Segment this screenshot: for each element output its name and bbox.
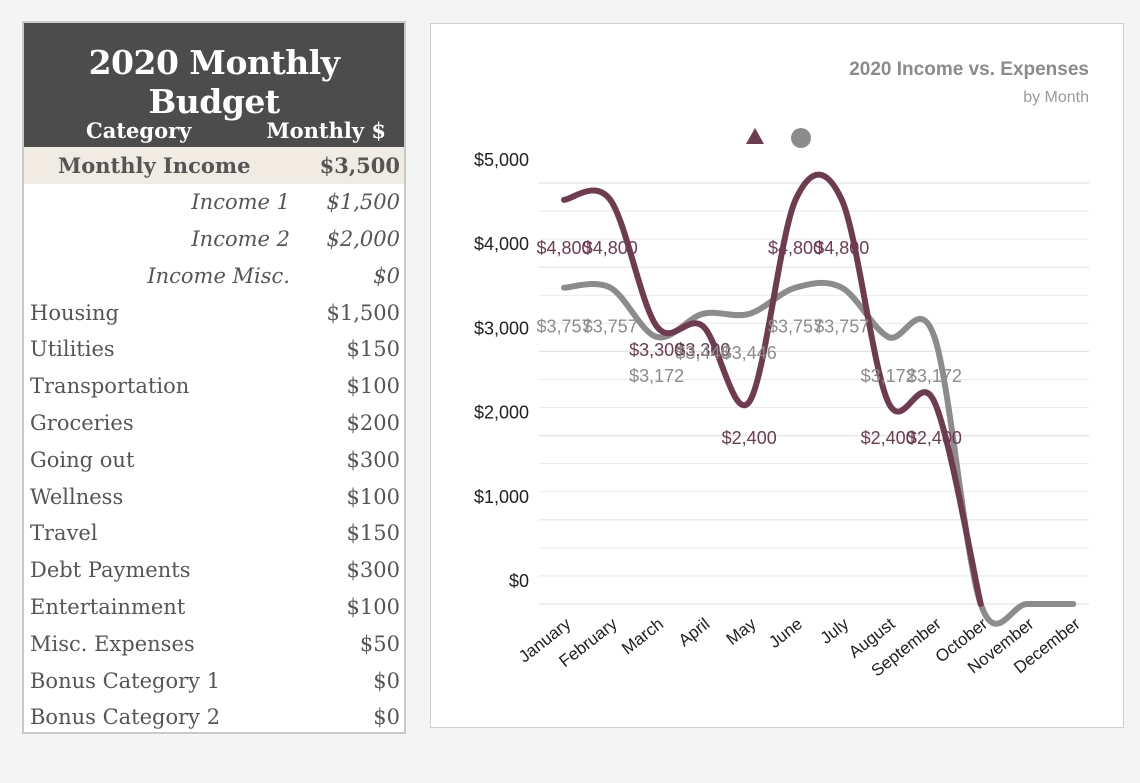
expense-item-label: Transportation: [30, 374, 190, 399]
chart-subtitle: by Month: [1023, 89, 1089, 106]
chart-card: 2020 Income vs. Expenses by Month $0 $1,0…: [430, 23, 1124, 728]
expense-item-row: Entertainment $100: [24, 589, 404, 626]
expenses-data-label: $3,172: [907, 366, 962, 386]
expense-item-row: Bonus Category 2 $0: [24, 699, 404, 736]
expense-item-amount: $100: [346, 374, 400, 399]
expense-item-amount: $50: [359, 631, 400, 656]
expenses-data-label: $3,172: [861, 366, 916, 386]
expense-item-amount: $1,500: [326, 300, 400, 325]
expenses-data-label: $3,757: [536, 317, 591, 337]
budget-header: 2020 Monthly Budget Category Monthly $: [24, 23, 404, 147]
expense-item-label: Misc. Expenses: [30, 631, 195, 656]
amount-column-header: Monthly $: [266, 118, 386, 143]
income-amount: $3,500: [319, 152, 400, 178]
y-tick-label: $4,000: [474, 234, 529, 254]
income-legend-triangle-icon[interactable]: [746, 128, 764, 144]
income-item-row: Income 1 $1,500: [24, 184, 404, 221]
income-row: Monthly Income $3,500: [24, 147, 404, 184]
x-tick-label: March: [618, 614, 667, 658]
expenses-legend-circle-icon[interactable]: [791, 128, 811, 148]
expense-item-label: Debt Payments: [30, 558, 191, 583]
expenses-data-label: $3,757: [583, 317, 638, 337]
income-data-label: $2,400: [907, 428, 962, 448]
expense-item-amount: $300: [346, 558, 400, 583]
expense-item-label: Wellness: [30, 484, 124, 509]
expense-item-label: Travel: [30, 521, 98, 546]
expense-item-label: Bonus Category 2: [30, 705, 221, 730]
expense-item-label: Utilities: [30, 337, 115, 362]
expenses-data-label: $3,446: [675, 343, 730, 363]
income-label: Monthly Income: [58, 152, 251, 178]
expenses-data-label: $3,446: [722, 343, 777, 363]
y-tick-label: $3,000: [474, 318, 529, 338]
budget-title: 2020 Monthly Budget: [88, 43, 340, 121]
budget-rows: Monthly Income $3,500 Income 1 $1,500 Inco…: [24, 147, 404, 736]
expense-item-row: Groceries $200: [24, 405, 404, 442]
x-tick-label: May: [723, 614, 760, 649]
y-tick-label: $5,000: [474, 150, 529, 170]
data-labels: $4,800$4,800$3,300$3,300$2,400$4,800$4,8…: [536, 238, 961, 448]
category-column-header: Category: [86, 118, 192, 143]
income-data-label: $4,800: [814, 238, 869, 258]
expenses-data-label: $3,757: [768, 317, 823, 337]
grid-lines: [539, 182, 1089, 605]
income-item-row: Income Misc. $0: [24, 257, 404, 294]
expense-item-amount: $300: [346, 447, 400, 472]
x-tick-label: April: [675, 614, 714, 650]
expense-item-label: Housing: [30, 300, 119, 325]
expense-item-amount: $0: [373, 668, 400, 693]
income-data-label: $3,300: [675, 340, 730, 360]
income-data-label: $3,300: [629, 340, 684, 360]
expense-item-label: Going out: [30, 447, 135, 472]
income-item-row: Income 2 $2,000: [24, 221, 404, 258]
expense-item-amount: $150: [346, 521, 400, 546]
expense-item-amount: $150: [346, 337, 400, 362]
x-tick-label: July: [817, 614, 853, 648]
income-item-label: Income 1: [191, 190, 290, 215]
expense-item-label: Groceries: [30, 410, 134, 435]
y-axis: $0 $1,000 $2,000 $3,000 $4,000 $5,000: [474, 150, 529, 591]
income-item-amount: $2,000: [326, 226, 400, 251]
income-item-amount: $0: [373, 263, 400, 288]
expense-item-row: Going out $300: [24, 441, 404, 478]
expense-item-row: Debt Payments $300: [24, 552, 404, 589]
expense-item-row: Transportation $100: [24, 368, 404, 405]
expenses-series-line[interactable]: [561, 279, 1077, 627]
y-tick-label: $0: [509, 571, 529, 591]
income-data-label: $2,400: [861, 428, 916, 448]
expense-item-amount: $200: [346, 410, 400, 435]
budget-table: 2020 Monthly Budget Category Monthly $ M…: [22, 21, 406, 734]
series-lines: [561, 171, 1077, 627]
expenses-data-label: $3,757: [814, 317, 869, 337]
expense-item-row: Housing $1,500: [24, 294, 404, 331]
income-data-label: $4,800: [536, 238, 591, 258]
x-tick-label: June: [765, 614, 806, 652]
income-data-label: $2,400: [722, 428, 777, 448]
income-series-line[interactable]: [561, 171, 984, 607]
income-item-label: Income Misc.: [147, 263, 290, 288]
expenses-data-label: $3,172: [629, 366, 684, 386]
chart-title: 2020 Income vs. Expenses: [849, 59, 1089, 80]
income-data-label: $4,800: [583, 238, 638, 258]
expense-item-label: Entertainment: [30, 594, 186, 619]
expense-item-amount: $100: [346, 594, 400, 619]
expense-item-amount: $0: [373, 705, 400, 730]
expense-item-amount: $100: [346, 484, 400, 509]
expense-item-row: Travel $150: [24, 515, 404, 552]
income-expenses-chart: 2020 Income vs. Expenses by Month $0 $1,0…: [474, 59, 1089, 680]
legend[interactable]: [746, 128, 811, 148]
expense-item-row: Bonus Category 1 $0: [24, 662, 404, 699]
income-data-label: $4,800: [768, 238, 823, 258]
expense-item-row: Utilities $150: [24, 331, 404, 368]
expense-item-label: Bonus Category 1: [30, 668, 221, 693]
y-tick-label: $1,000: [474, 487, 529, 507]
expense-item-row: Misc. Expenses $50: [24, 625, 404, 662]
expense-item-row: Wellness $100: [24, 478, 404, 515]
income-item-amount: $1,500: [326, 190, 400, 215]
y-tick-label: $2,000: [474, 403, 529, 423]
income-item-label: Income 2: [191, 226, 290, 251]
